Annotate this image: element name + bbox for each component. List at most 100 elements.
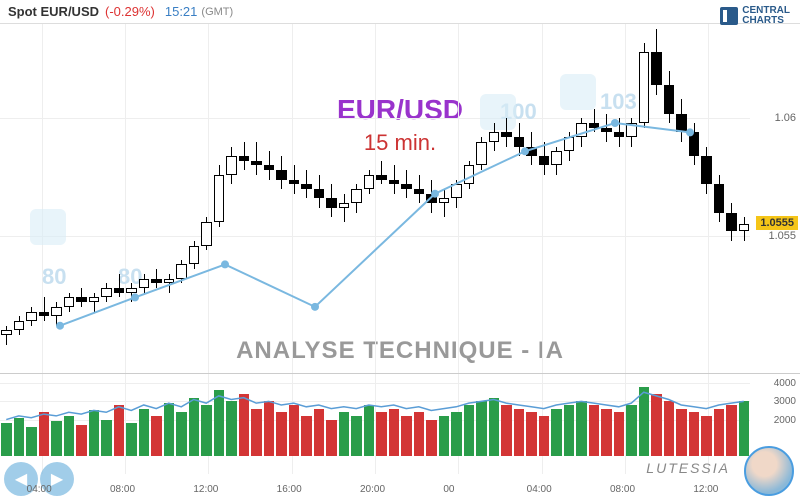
volume-bar (639, 387, 650, 456)
volume-bar (39, 412, 50, 456)
volume-y-label: 3000 (774, 396, 796, 407)
candle (451, 24, 462, 354)
candle (339, 24, 350, 354)
current-price-label: 1.0555 (756, 216, 798, 230)
y-axis-label: 1.055 (768, 230, 796, 242)
volume-bar (714, 409, 725, 456)
candle (464, 24, 475, 354)
price-change: (-0.29%) (105, 4, 155, 19)
avatar-icon[interactable] (744, 446, 794, 496)
candle (389, 24, 400, 354)
candle (551, 24, 562, 354)
candle (289, 24, 300, 354)
candle (614, 24, 625, 354)
candle (314, 24, 325, 354)
x-axis-label: 04:00 (27, 484, 52, 495)
candle (226, 24, 237, 354)
candle (676, 24, 687, 354)
x-axis-label: 16:00 (277, 484, 302, 495)
volume-bar (139, 409, 150, 456)
volume-bar (439, 416, 450, 456)
candle (264, 24, 275, 354)
volume-bar (664, 401, 675, 456)
volume-bar (76, 425, 87, 456)
candle (64, 24, 75, 354)
candle (1, 24, 12, 354)
volume-bar (51, 421, 62, 456)
candle (439, 24, 450, 354)
price-chart[interactable]: EUR/USD 15 min. ANALYSE TECHNIQUE - IA 1… (0, 24, 800, 374)
volume-bar (351, 416, 362, 456)
instrument-title: Spot EUR/USD (8, 4, 99, 19)
candle (189, 24, 200, 354)
candle (364, 24, 375, 354)
x-axis-label: 04:00 (527, 484, 552, 495)
candle (651, 24, 662, 354)
volume-y-label: 4000 (774, 378, 796, 389)
volume-bar (389, 409, 400, 456)
volume-bar (426, 420, 437, 456)
chart-header: Spot EUR/USD (-0.29%) 15:21 (GMT) (0, 0, 800, 24)
volume-bar (301, 416, 312, 456)
time-label: 15:21 (165, 4, 198, 19)
volume-bar (676, 409, 687, 456)
volume-bar (651, 394, 662, 456)
candle (576, 24, 587, 354)
volume-bar (264, 401, 275, 456)
volume-bar (739, 401, 750, 456)
candle (376, 24, 387, 354)
candle (589, 24, 600, 354)
candle (164, 24, 175, 354)
x-axis: 04:0008:0012:0016:0020:000004:0008:0012:… (0, 484, 750, 498)
candle (639, 24, 650, 354)
x-axis-label: 08:00 (110, 484, 135, 495)
candle (251, 24, 262, 354)
x-axis-label: 08:00 (610, 484, 635, 495)
volume-bar (276, 412, 287, 456)
candle (539, 24, 550, 354)
volume-bar (614, 412, 625, 456)
candle (151, 24, 162, 354)
candle (114, 24, 125, 354)
volume-bar (414, 412, 425, 456)
candle (276, 24, 287, 354)
volume-bar (201, 405, 212, 456)
volume-bar (64, 416, 75, 456)
volume-bar (114, 405, 125, 456)
logo-icon (720, 7, 738, 25)
candle (414, 24, 425, 354)
volume-bar (589, 405, 600, 456)
volume-bar (14, 418, 25, 456)
candle (214, 24, 225, 354)
volume-chart[interactable]: 400030002000 (0, 374, 800, 474)
candle (564, 24, 575, 354)
candle (476, 24, 487, 354)
volume-bar (189, 398, 200, 456)
volume-bar (601, 409, 612, 456)
candle (489, 24, 500, 354)
logo-text: CENTRALCHARTS (742, 6, 790, 26)
candle (526, 24, 537, 354)
volume-bar (726, 405, 737, 456)
brand-logo[interactable]: CENTRALCHARTS (720, 6, 790, 26)
candle (139, 24, 150, 354)
volume-bar (1, 423, 12, 456)
candle (14, 24, 25, 354)
candle (326, 24, 337, 354)
candle (39, 24, 50, 354)
volume-bar (226, 401, 237, 456)
volume-bar (451, 412, 462, 456)
candle (301, 24, 312, 354)
candle (664, 24, 675, 354)
candle (101, 24, 112, 354)
volume-bar (514, 409, 525, 456)
volume-bar (26, 427, 37, 456)
volume-bar (314, 409, 325, 456)
volume-bar (464, 405, 475, 456)
candle (401, 24, 412, 354)
candle (501, 24, 512, 354)
volume-bar (576, 401, 587, 456)
x-axis-label: 20:00 (360, 484, 385, 495)
volume-bar (489, 398, 500, 456)
volume-bar (176, 412, 187, 456)
